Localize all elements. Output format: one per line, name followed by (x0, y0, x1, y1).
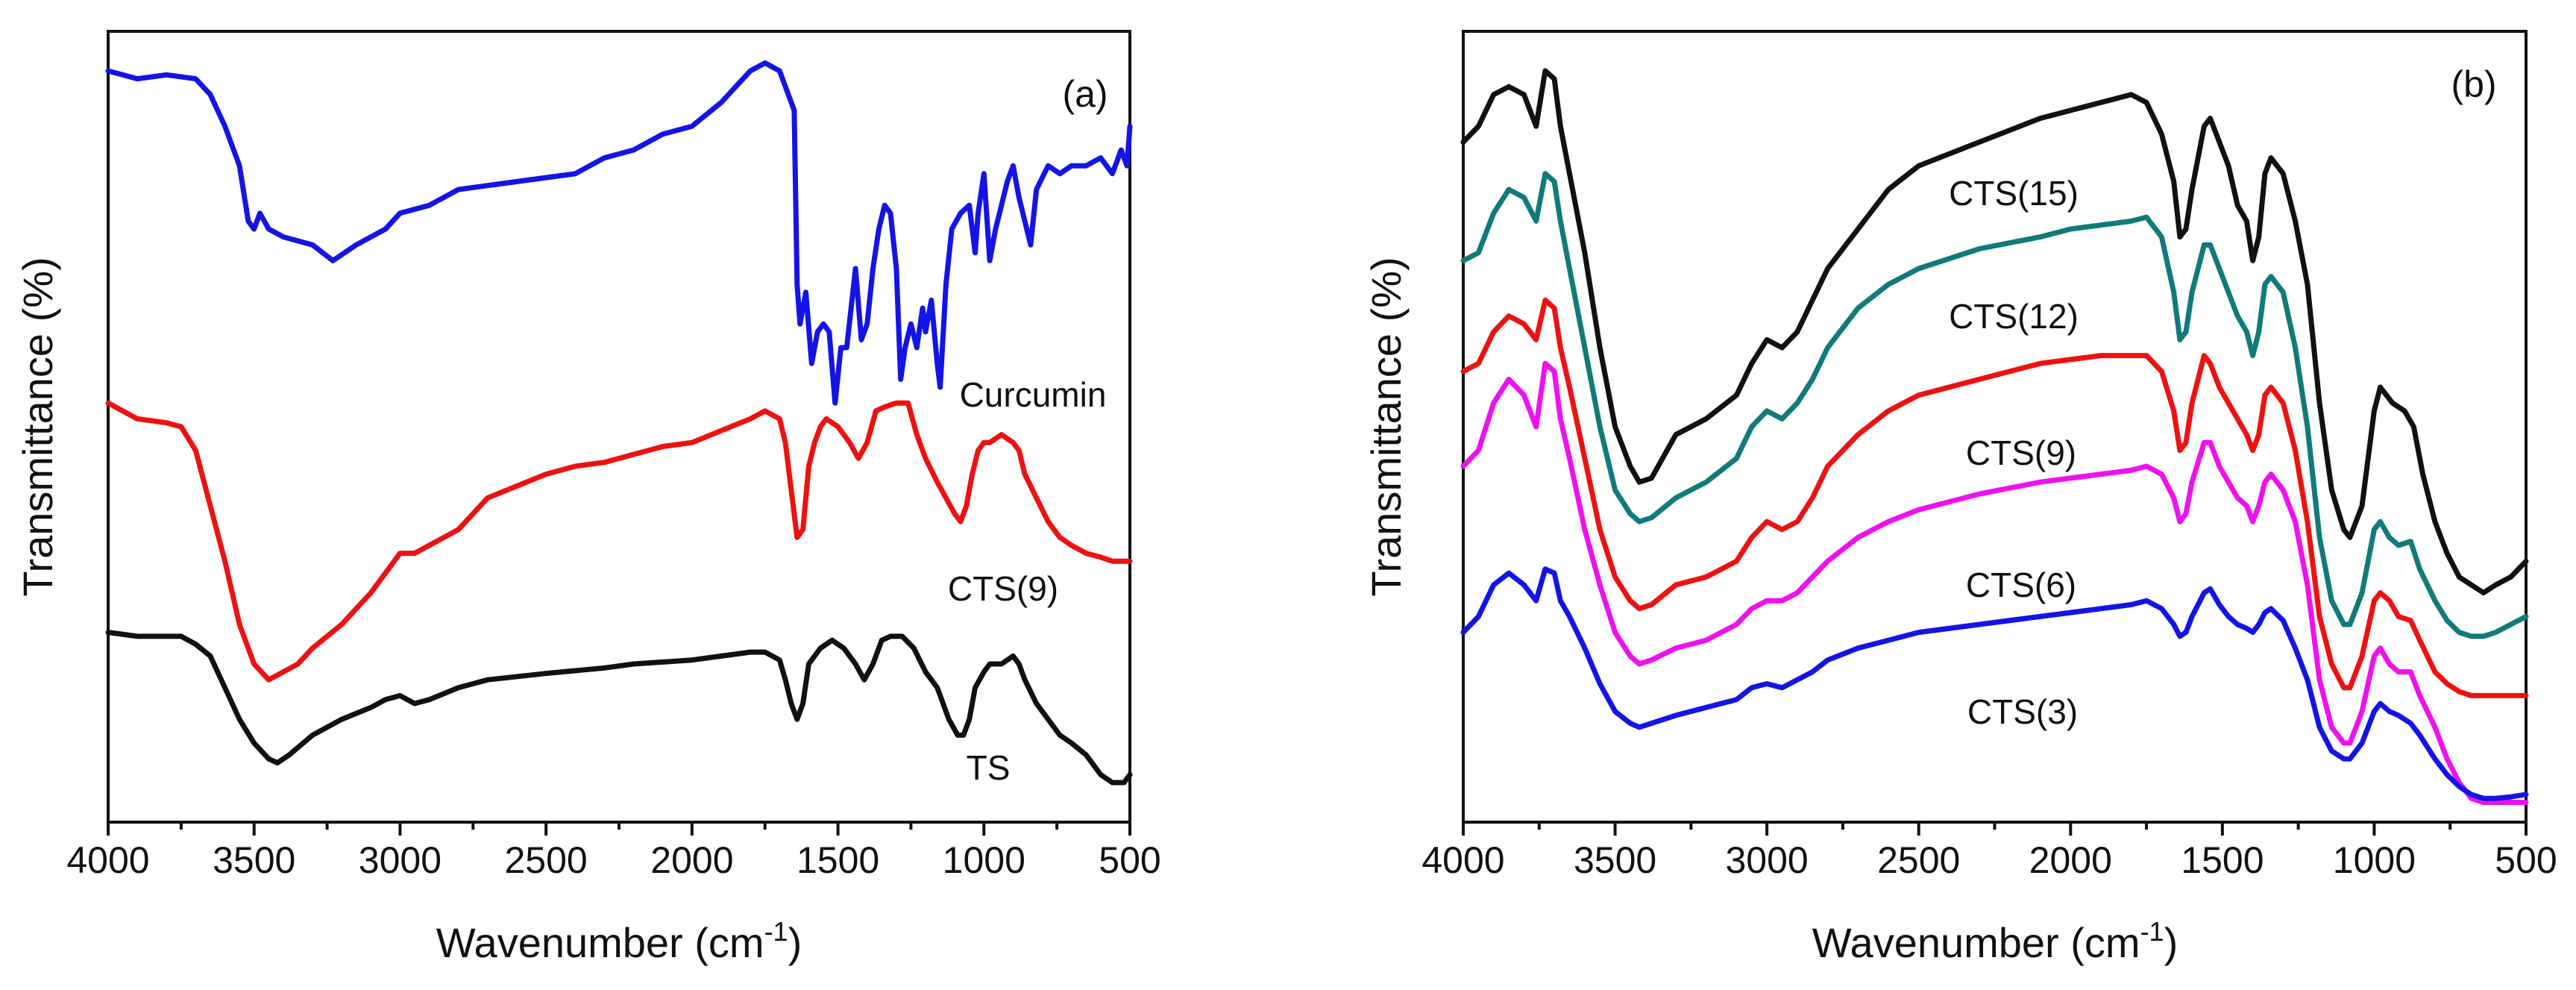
series-label-ts: TS (967, 748, 1011, 787)
panel-a-series (105, 60, 1133, 786)
panel-b-x-ticks (1462, 822, 2528, 836)
series-label-cts9: CTS(9) (948, 569, 1058, 608)
x-axis-title-superscript: -1 (2140, 916, 2164, 947)
x-axis-title-main: Wavenumber (cm (1812, 919, 2140, 966)
panel-a-x-tick-labels: 4000 3500 3000 2500 2000 1500 1000 500 (66, 839, 1160, 881)
panel-b-series-line-cts12 (1460, 171, 2529, 639)
panel-a-series-line-cts9 (105, 400, 1133, 683)
panel-a-x-axis-title: Wavenumber (cm-1) (436, 916, 802, 966)
panel-b-x-axis-title: Wavenumber (cm-1) (1812, 916, 2178, 966)
x-tick-label: 3500 (1574, 839, 1656, 881)
x-tick-label: 3000 (359, 839, 442, 881)
x-tick-label: 500 (2495, 839, 2557, 881)
panel-b-series-line-cts15 (1460, 68, 2529, 596)
x-tick-label: 4000 (1421, 839, 1504, 881)
x-tick-label: 4000 (66, 839, 149, 881)
x-tick-label: 2500 (504, 839, 587, 881)
x-axis-title-main: Wavenumber (cm (436, 919, 764, 966)
series-label-cts9: CTS(9) (1966, 433, 2076, 472)
panel-b-x-tick-labels: 4000 3500 3000 2500 2000 1500 1000 500 (1421, 839, 2557, 881)
x-tick-label: 3000 (1725, 839, 1808, 881)
panel-a-series-line-curcumin (105, 60, 1133, 406)
panel-a-chart: 4000 3500 3000 2500 2000 1500 1000 500 W… (14, 30, 1161, 966)
panel-b-series (1460, 68, 2529, 805)
x-tick-label: 2000 (2029, 839, 2112, 881)
x-axis-title-close: ) (788, 919, 802, 966)
x-axis-title-close: ) (2164, 919, 2178, 966)
x-tick-label: 1500 (2181, 839, 2264, 881)
series-label-cts6: CTS(6) (1966, 566, 2076, 604)
panel-a-x-ticks (107, 822, 1131, 836)
panel-a-label: (a) (1062, 73, 1108, 115)
series-label-curcumin: Curcumin (960, 375, 1107, 414)
panel-a-series-line-ts (105, 630, 1133, 786)
panel-b-series-line-cts6 (1460, 360, 2529, 805)
panel-b-y-axis-title: Transmittance (%) (1363, 257, 1410, 596)
panel-b-series-line-cts3 (1460, 566, 2529, 801)
x-tick-label: 1000 (943, 839, 1025, 881)
panel-a-y-axis-title: Transmittance (%) (14, 257, 61, 596)
series-label-cts15: CTS(15) (1949, 174, 2079, 213)
x-tick-label: 2500 (1877, 839, 1960, 881)
series-label-cts12: CTS(12) (1949, 297, 2079, 336)
x-tick-label: 500 (1099, 839, 1160, 881)
x-tick-label: 1500 (797, 839, 879, 881)
x-tick-label: 1000 (2333, 839, 2416, 881)
x-tick-label: 2000 (650, 839, 733, 881)
x-axis-title-superscript: -1 (764, 916, 788, 947)
x-tick-label: 3500 (213, 839, 295, 881)
panel-b-series-line-cts9 (1460, 297, 2529, 698)
series-label-cts3: CTS(3) (1967, 692, 2078, 731)
panel-b-label: (b) (2451, 63, 2496, 105)
panel-b-chart: 4000 3500 3000 2500 2000 1500 1000 500 W… (1363, 30, 2557, 966)
